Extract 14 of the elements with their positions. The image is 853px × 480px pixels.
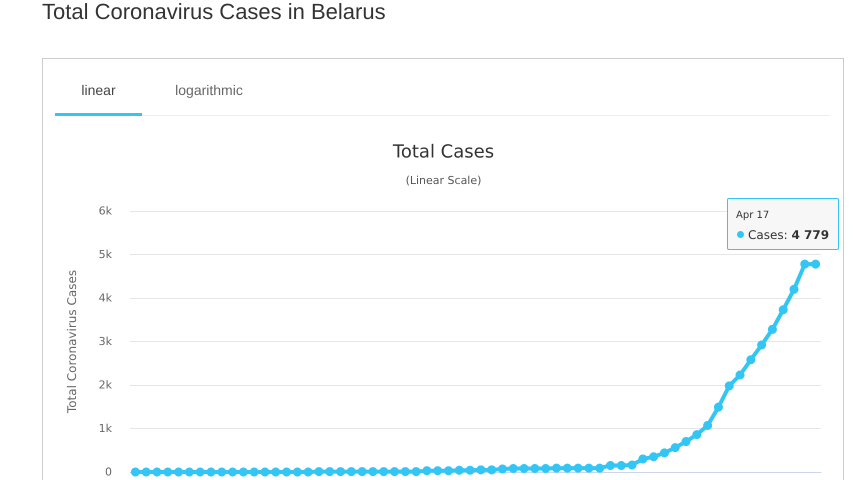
y-axis-title: Total Coronavirus Cases [65,270,79,414]
y-tick-label: 2k [98,378,113,392]
y-tick-label: 6k [98,204,113,218]
y-tick-label: 4k [98,292,113,304]
y-tick-label: 0 [105,466,112,478]
y-tick-label: 3k [98,335,113,348]
text: logarithmic [174,82,244,98]
chart-title: Total Coronavirus Cases in Belarus [42,0,386,25]
annotation: Apr 17 Cases: 4 779 [736,210,830,242]
y-tick-label: 1k [98,422,113,435]
text: (Linear Scale) [406,174,482,187]
text: linear [80,82,117,98]
y-tick-label: 5k [98,248,113,261]
chart-subtitle: Total Cases [392,142,494,162]
